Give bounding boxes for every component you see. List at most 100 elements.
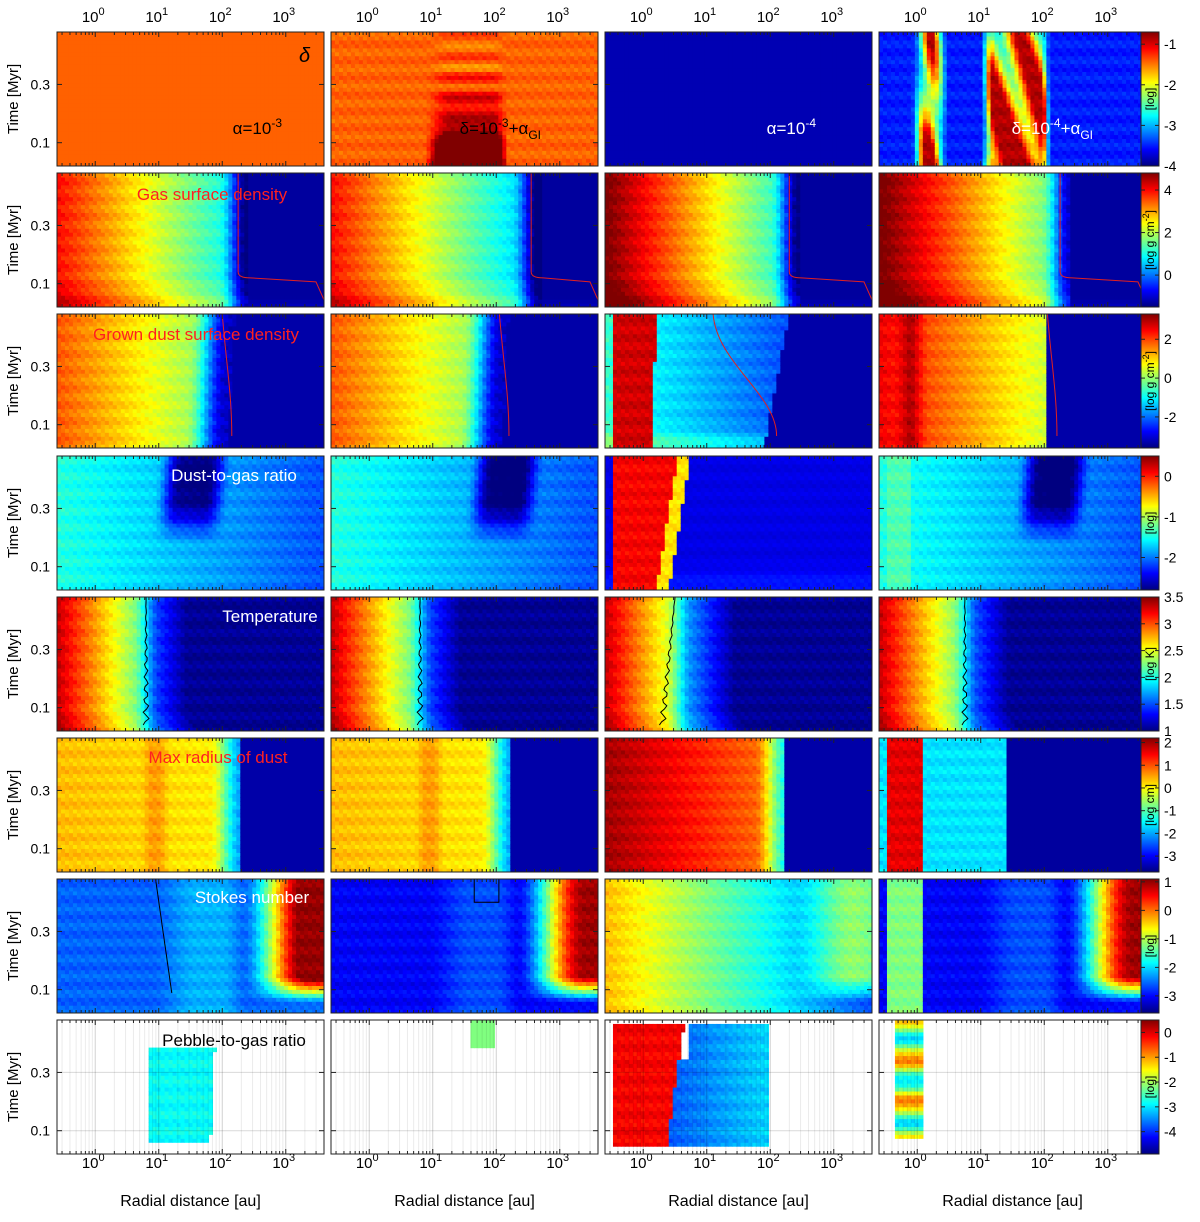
heatmap-cell (621, 95, 626, 100)
heatmap-cell (212, 71, 217, 76)
heatmap-cell (260, 83, 265, 88)
heatmap-cell (212, 134, 217, 139)
heatmap-cell (415, 158, 420, 163)
heatmap-cell (296, 107, 301, 112)
heatmap-cell (200, 150, 205, 155)
heatmap-cell (65, 56, 70, 61)
heatmap-cell (550, 83, 555, 88)
heatmap-cell (411, 123, 416, 128)
heatmap-cell (129, 36, 134, 41)
heatmap-cell (474, 44, 479, 49)
heatmap-cell (339, 154, 344, 159)
heatmap-cell (161, 119, 166, 124)
heatmap-cell (351, 52, 356, 57)
heatmap-cell (69, 56, 74, 61)
heatmap-cell (359, 48, 364, 53)
heatmap-cell (121, 154, 126, 159)
heatmap-cell (466, 146, 471, 151)
heatmap-cell (586, 75, 591, 80)
heatmap-cell (411, 36, 416, 41)
heatmap-cell (264, 48, 269, 53)
heatmap-cell (109, 36, 114, 41)
heatmap-cell (284, 107, 289, 112)
heatmap-cell (613, 111, 618, 116)
heatmap-cell (339, 127, 344, 132)
heatmap-cell (196, 95, 201, 100)
heatmap-cell (375, 44, 380, 49)
heatmap-cell (177, 36, 182, 41)
heatmap-cell (288, 75, 293, 80)
heatmap-cell (403, 123, 408, 128)
heatmap-cell (447, 115, 452, 120)
heatmap-cell (502, 99, 507, 104)
heatmap-cell (331, 146, 336, 151)
heatmap-cell (224, 115, 229, 120)
heatmap-cell (474, 111, 479, 116)
heatmap-cell (89, 103, 94, 108)
heatmap-cell (534, 71, 539, 76)
heatmap-cell (292, 40, 297, 45)
heatmap-cell (522, 138, 527, 143)
heatmap-cell (129, 99, 134, 104)
heatmap-cell (177, 32, 182, 37)
heatmap-cell (240, 71, 245, 76)
heatmap-cell (343, 87, 348, 92)
heatmap-cell (347, 60, 352, 65)
heatmap-cell (621, 71, 626, 76)
heatmap-cell (351, 56, 356, 61)
heatmap-cell (240, 40, 245, 45)
heatmap-cell (228, 71, 233, 76)
heatmap-cell (506, 111, 511, 116)
heatmap-cell (216, 146, 221, 151)
heatmap-cell (61, 75, 66, 80)
heatmap-cell (73, 60, 78, 65)
heatmap-cell (137, 119, 142, 124)
heatmap-cell (383, 87, 388, 92)
heatmap-cell (506, 150, 511, 155)
heatmap-cell (451, 52, 456, 57)
heatmap-cell (292, 154, 297, 159)
heatmap-cell (633, 127, 638, 132)
heatmap-cell (284, 64, 289, 69)
heatmap-cell (129, 91, 134, 96)
heatmap-cell (149, 44, 154, 49)
heatmap-cell (463, 146, 468, 151)
heatmap-cell (260, 64, 265, 69)
heatmap-cell (77, 138, 82, 143)
heatmap-cell (169, 32, 174, 37)
heatmap-cell (316, 83, 321, 88)
heatmap-cell (343, 91, 348, 96)
heatmap-cell (466, 60, 471, 65)
heatmap-cell (455, 71, 460, 76)
heatmap-cell (77, 142, 82, 147)
heatmap-cell (470, 103, 475, 108)
heatmap-cell (538, 115, 543, 120)
heatmap-cell (550, 48, 555, 53)
heatmap-cell (256, 138, 261, 143)
heatmap-cell (387, 103, 392, 108)
heatmap-cell (538, 67, 543, 72)
heatmap-cell (502, 138, 507, 143)
heatmap-cell (181, 138, 186, 143)
heatmap-cell (510, 146, 515, 151)
heatmap-cell (498, 71, 503, 76)
heatmap-cell (89, 95, 94, 100)
heatmap-cell (169, 111, 174, 116)
heatmap-cell (459, 99, 464, 104)
heatmap-cell (351, 64, 356, 69)
heatmap-cell (339, 115, 344, 120)
heatmap-cell (419, 71, 424, 76)
heatmap-cell (415, 36, 420, 41)
heatmap-cell (383, 67, 388, 72)
heatmap-cell (161, 103, 166, 108)
heatmap-cell (121, 123, 126, 128)
heatmap-cell (633, 40, 638, 45)
heatmap-cell (196, 56, 201, 61)
heatmap-cell (451, 75, 456, 80)
heatmap-cell (288, 60, 293, 65)
heatmap-cell (423, 103, 428, 108)
heatmap-cell (212, 107, 217, 112)
heatmap-cell (236, 83, 241, 88)
heatmap-cell (216, 115, 221, 120)
heatmap-cell (439, 146, 444, 151)
